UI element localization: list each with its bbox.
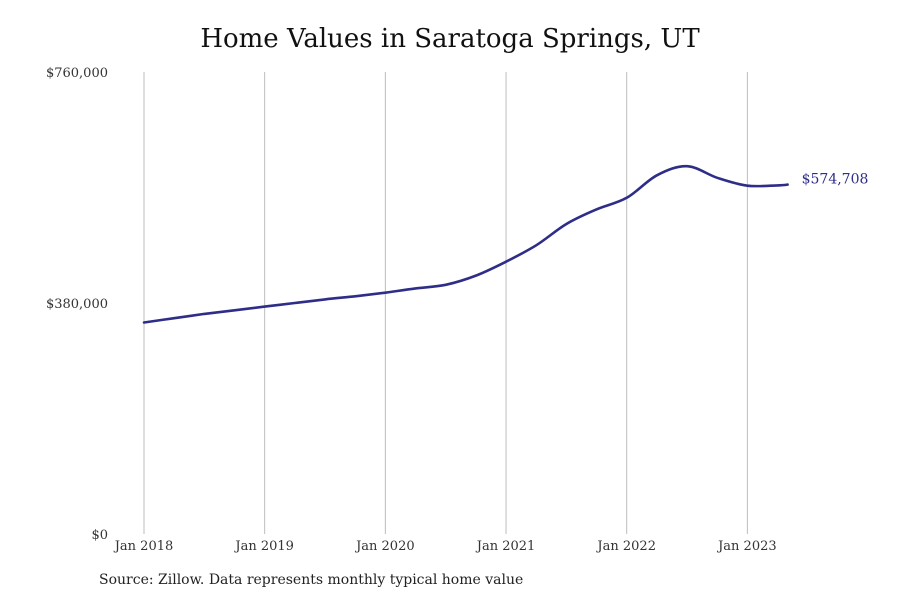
x-tick-label: Jan 2020 (354, 539, 415, 554)
y-tick-label: $760,000 (46, 66, 108, 81)
x-tick-label: Jan 2023 (716, 539, 777, 554)
y-axis-tick-labels: $0 $380,000 $760,000 (46, 66, 108, 543)
chart-title: Home Values in Saratoga Springs, UT (200, 24, 700, 54)
vertical-gridlines (143, 72, 748, 534)
x-tick-label: Jan 2022 (595, 539, 656, 554)
x-tick-label: Jan 2019 (233, 539, 294, 554)
x-tick-label: Jan 2018 (113, 539, 174, 554)
y-tick-label: $0 (91, 528, 108, 543)
x-tick-label: Jan 2021 (475, 539, 536, 554)
source-note: Source: Zillow. Data represents monthly … (99, 572, 524, 588)
y-tick-label: $380,000 (46, 297, 108, 312)
last-value-label: $574,708 (802, 172, 869, 188)
home-value-line (142, 164, 789, 324)
x-axis-tick-labels: Jan 2018 Jan 2019 Jan 2020 Jan 2021 Jan 2022… (113, 539, 777, 554)
